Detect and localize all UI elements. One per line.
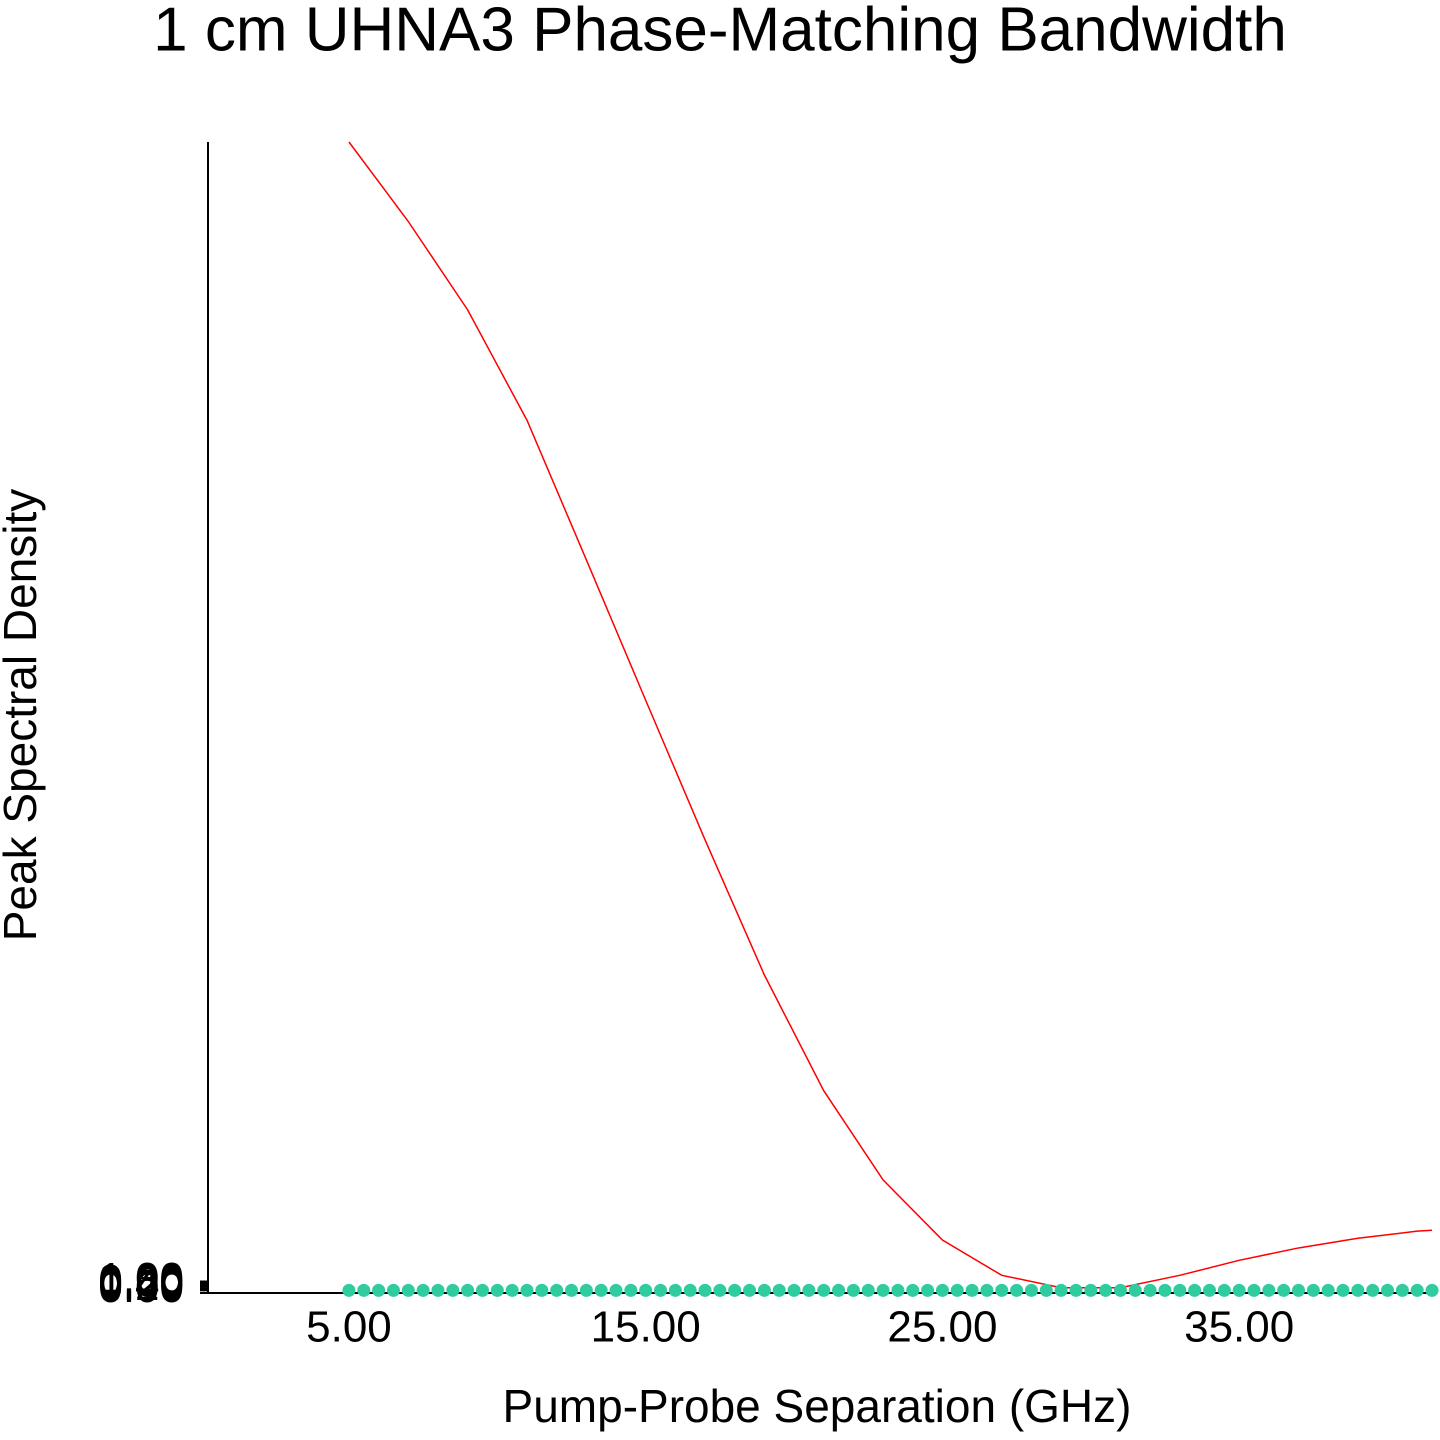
data-point	[1024, 1283, 1038, 1297]
data-point	[1262, 1283, 1276, 1297]
data-point	[535, 1283, 549, 1297]
data-point	[668, 1283, 682, 1297]
data-point	[1306, 1283, 1320, 1297]
data-point	[401, 1283, 415, 1297]
chart-title: 1 cm UHNA3 Phase-Matching Bandwidth	[153, 0, 1287, 64]
y-tick-label: 1.00	[98, 1254, 184, 1303]
data-point	[846, 1283, 860, 1297]
data-point	[772, 1283, 786, 1297]
data-point	[1217, 1283, 1231, 1297]
data-point	[654, 1283, 668, 1297]
data-point	[357, 1283, 371, 1297]
data-point	[832, 1283, 846, 1297]
data-point	[1173, 1283, 1187, 1297]
data-point	[1381, 1283, 1395, 1297]
data-point	[639, 1283, 653, 1297]
data-point	[906, 1283, 920, 1297]
x-tick-label: 15.00	[591, 1303, 701, 1352]
data-point	[713, 1283, 727, 1297]
data-point	[787, 1283, 801, 1297]
x-tick-label: 5.00	[306, 1303, 392, 1352]
data-point	[1128, 1283, 1142, 1297]
data-point	[1351, 1283, 1365, 1297]
data-point	[1188, 1283, 1202, 1297]
data-point	[609, 1283, 623, 1297]
data-point	[1232, 1283, 1246, 1297]
data-point	[1010, 1283, 1024, 1297]
data-point	[921, 1283, 935, 1297]
data-point	[565, 1283, 579, 1297]
data-point	[802, 1283, 816, 1297]
data-point	[386, 1283, 400, 1297]
data-point	[1099, 1283, 1113, 1297]
data-point	[1247, 1283, 1261, 1297]
data-point	[1321, 1283, 1335, 1297]
data-point	[579, 1283, 593, 1297]
data-point	[1054, 1283, 1068, 1297]
data-point	[950, 1283, 964, 1297]
data-point	[1143, 1283, 1157, 1297]
data-point	[1069, 1283, 1083, 1297]
data-point	[698, 1283, 712, 1297]
data-point	[1395, 1283, 1409, 1297]
data-point	[446, 1283, 460, 1297]
x-axis-label: Pump-Probe Separation (GHz)	[503, 1380, 1132, 1432]
data-point	[505, 1283, 519, 1297]
data-point	[431, 1283, 445, 1297]
data-point	[416, 1283, 430, 1297]
data-point	[461, 1283, 475, 1297]
data-point	[995, 1283, 1009, 1297]
data-line	[348, 141, 1433, 1289]
data-point	[935, 1283, 949, 1297]
y-tick-label: 0.60	[98, 1258, 184, 1307]
data-point	[1277, 1283, 1291, 1297]
data-point	[1336, 1283, 1350, 1297]
data-point	[817, 1283, 831, 1297]
data-point	[728, 1283, 742, 1297]
data-point	[520, 1283, 534, 1297]
data-point	[490, 1283, 504, 1297]
data-point	[861, 1283, 875, 1297]
data-point	[372, 1283, 386, 1297]
data-point	[1039, 1283, 1053, 1297]
data-point	[475, 1283, 489, 1297]
x-tick-label: 25.00	[887, 1303, 997, 1352]
data-point	[1202, 1283, 1216, 1297]
y-tick-label: 0.20	[98, 1261, 184, 1310]
data-point	[1410, 1283, 1424, 1297]
data-point	[1084, 1283, 1098, 1297]
data-point	[1158, 1283, 1172, 1297]
data-point	[550, 1283, 564, 1297]
data-point	[891, 1283, 905, 1297]
data-point	[624, 1283, 638, 1297]
data-point	[1113, 1283, 1127, 1297]
y-axis-label: Peak Spectral Density	[0, 489, 46, 942]
data-point	[965, 1283, 979, 1297]
y-tick-label: 0.80	[98, 1256, 184, 1305]
data-point	[683, 1283, 697, 1297]
data-point	[594, 1283, 608, 1297]
data-point	[743, 1283, 757, 1297]
y-tick-label: 0.40	[98, 1259, 184, 1308]
data-point	[980, 1283, 994, 1297]
data-point	[876, 1283, 890, 1297]
data-point	[757, 1283, 771, 1297]
data-point	[342, 1283, 356, 1297]
data-point	[1366, 1283, 1380, 1297]
x-tick-label: 35.00	[1184, 1303, 1294, 1352]
y-tick-label: 0.00	[98, 1263, 184, 1312]
data-point	[1425, 1283, 1439, 1297]
data-point	[1292, 1283, 1306, 1297]
